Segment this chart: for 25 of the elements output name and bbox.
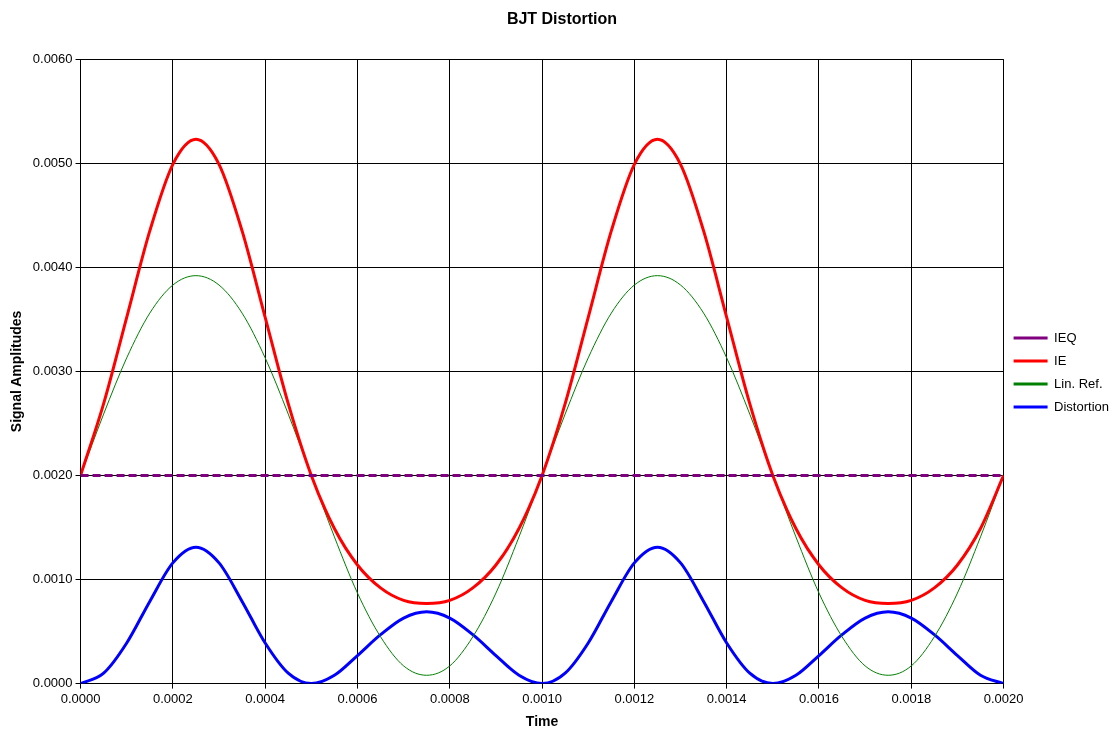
x-tick-label: 0.0014 <box>706 690 747 706</box>
y-tick-label: 0.0010 <box>32 571 73 587</box>
chart-title: BJT Distortion <box>506 10 618 28</box>
x-tick-label: 0.0016 <box>799 690 839 706</box>
y-tick-label: 0.0000 <box>32 675 73 691</box>
x-tick-label: 0.0012 <box>614 690 655 706</box>
x-tick-label: 0.0008 <box>429 690 470 706</box>
x-axis-title: Time <box>525 713 559 730</box>
y-tick-label: 0.0040 <box>32 258 73 274</box>
x-tick-label: 0.0002 <box>152 690 193 706</box>
x-tick-label: 0.0010 <box>522 690 562 706</box>
x-tick-label: 0.0004 <box>245 690 286 706</box>
y-tick-label: 0.0050 <box>32 154 73 170</box>
x-tick-label: 0.0018 <box>891 690 932 706</box>
x-tick-label: 0.0000 <box>60 690 101 706</box>
x-tick-label: 0.0020 <box>983 690 1024 706</box>
y-axis-title: Signal Amplitudes <box>8 310 25 433</box>
legend-label: Distortion <box>1054 398 1110 414</box>
y-tick-label: 0.0020 <box>32 467 73 483</box>
x-tick-label: 0.0006 <box>337 690 378 706</box>
legend-label: Lin. Ref. <box>1054 375 1103 391</box>
legend-label: IE <box>1054 352 1067 368</box>
y-tick-label: 0.0030 <box>32 362 73 378</box>
y-tick-label: 0.0060 <box>32 50 73 66</box>
legend-label: IEQ <box>1054 329 1077 345</box>
